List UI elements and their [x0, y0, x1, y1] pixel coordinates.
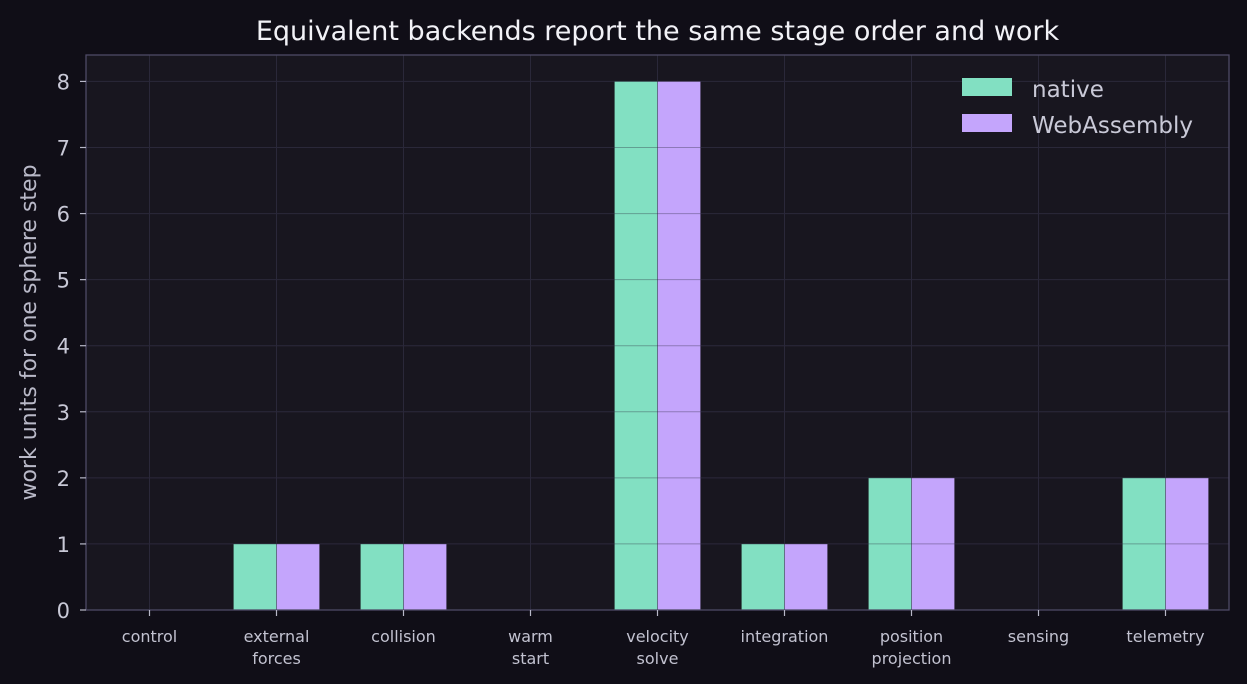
legend-swatch-native	[962, 78, 1012, 96]
x-tick-label: projection	[872, 649, 952, 668]
bar-webassembly-1	[276, 543, 320, 611]
bar-webassembly-5	[784, 543, 828, 611]
y-tick-label: 2	[57, 467, 70, 491]
y-tick-label: 8	[57, 70, 70, 94]
x-axis-ticks: control external forces collision warm start v…	[122, 610, 1205, 668]
bar-webassembly-4	[657, 81, 701, 611]
x-tick-label: solve	[637, 649, 679, 668]
bar-native-1	[233, 543, 277, 611]
legend-swatch-webassembly	[962, 114, 1012, 132]
x-tick-label: start	[512, 649, 549, 668]
chart-title: Equivalent backends report the same stag…	[256, 16, 1060, 47]
bar-native-5	[741, 543, 785, 611]
x-tick-label: velocity	[626, 627, 689, 646]
x-tick-label: position	[880, 627, 943, 646]
bar-native-2	[360, 543, 404, 611]
bar-webassembly-8	[1165, 477, 1209, 611]
y-tick-label: 7	[57, 137, 70, 161]
x-tick-label: forces	[252, 649, 301, 668]
y-tick-label: 5	[57, 269, 70, 293]
bars	[86, 55, 1229, 611]
x-tick-label: external	[244, 627, 310, 646]
y-tick-label: 1	[57, 533, 70, 557]
bar-webassembly-6	[911, 477, 955, 611]
y-axis-label: work units for one sphere step	[17, 164, 42, 500]
x-tick-label: control	[122, 627, 177, 646]
x-tick-label: sensing	[1008, 627, 1069, 646]
x-tick-label: collision	[371, 627, 436, 646]
x-tick-label: telemetry	[1126, 627, 1204, 646]
y-tick-label: 0	[57, 599, 70, 623]
y-tick-label: 3	[57, 401, 70, 425]
bar-webassembly-2	[403, 543, 447, 611]
legend: native WebAssembly	[962, 77, 1193, 139]
x-tick-label: warm	[508, 627, 553, 646]
bar-native-4	[614, 81, 658, 611]
bar-native-6	[868, 477, 912, 611]
x-tick-label: integration	[741, 627, 829, 646]
y-tick-label: 4	[57, 335, 70, 359]
y-axis-ticks: 0 1 2 3 4 5 6 7 8	[57, 70, 86, 623]
legend-label-native: native	[1032, 77, 1104, 103]
y-tick-label: 6	[57, 203, 70, 227]
legend-label-webassembly: WebAssembly	[1032, 113, 1193, 139]
